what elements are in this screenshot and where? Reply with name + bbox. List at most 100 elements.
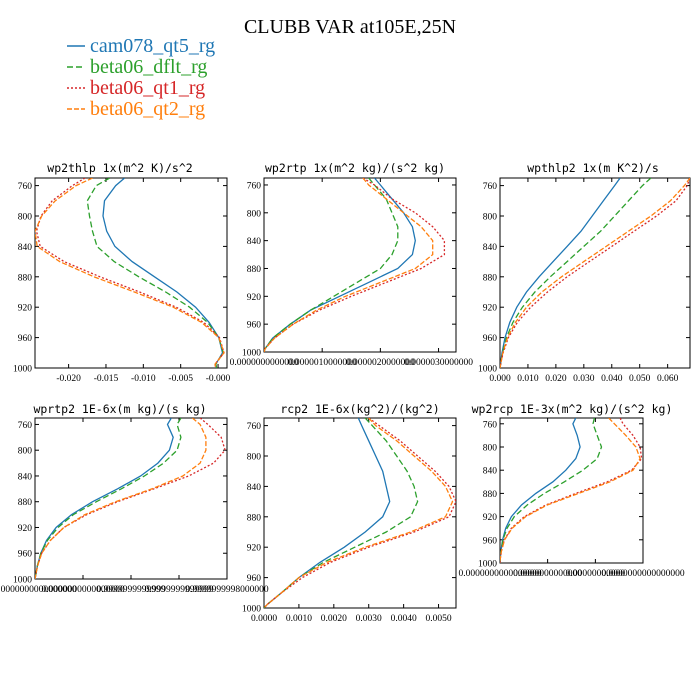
series-line-beta06-dflt-rg	[264, 178, 399, 352]
y-tick-label: 840	[247, 483, 262, 493]
y-tick-label: 920	[18, 524, 33, 534]
series-line-beta06-qt1-rg	[264, 178, 446, 352]
x-tick-label: 0.000	[489, 374, 511, 384]
legend-label: cam078_qt5_rg	[90, 35, 215, 57]
x-tick-label: 0.9999999999999	[145, 585, 214, 595]
y-tick-label: 1000	[13, 365, 32, 375]
x-tick-label: 0.0000000000000	[513, 569, 582, 579]
plot-frame	[263, 177, 457, 353]
x-tick-label: 0.0000	[251, 614, 277, 624]
y-tick-label: 920	[18, 304, 33, 314]
y-tick-label: 920	[247, 544, 262, 554]
plot-frame	[499, 177, 691, 369]
y-tick-label: 960	[18, 550, 33, 560]
x-tick-label: 0.9999999998000000	[185, 585, 268, 595]
series-line-beta06-qt2-rg	[35, 418, 207, 579]
y-tick-label: 1000	[242, 605, 261, 615]
x-tick-label: -0.000	[206, 374, 231, 384]
panel-title: wp2rtp 1x(m^2 kg)/(s^2 kg)	[265, 161, 445, 175]
x-tick-label: 0.0000020000000	[346, 358, 415, 368]
x-tick-label: 0.0050	[425, 614, 451, 624]
x-tick-label: 0.0000000000000000	[41, 585, 124, 595]
x-tick-label: 0.9999999999999	[97, 585, 166, 595]
y-tick-label: 800	[483, 213, 498, 223]
series-line-beta06-qt1-rg	[500, 178, 690, 368]
series-line-cam078-qt5-rg	[500, 178, 621, 368]
y-tick-label: 1000	[242, 349, 261, 359]
series-line-beta06-dflt-rg	[500, 178, 652, 368]
x-tick-label: -0.020	[56, 374, 81, 384]
y-tick-label: 920	[483, 304, 498, 314]
x-tick-label: 0.060	[657, 374, 679, 384]
y-tick-label: 960	[247, 574, 262, 584]
y-tick-label: 960	[483, 536, 498, 546]
chart-panel: wp2rcp 1E-3x(m^2 kg)/(s^2 kg) 760 800 840 88…	[458, 402, 684, 579]
panel-title: wp2rcp 1E-3x(m^2 kg)/(s^2 kg)	[472, 402, 673, 416]
x-tick-label: 0.050	[629, 374, 651, 384]
series-line-beta06-dflt-rg	[35, 418, 182, 579]
y-tick-label: 1000	[478, 365, 497, 375]
legend-label: beta06_qt1_rg	[90, 77, 205, 99]
series-line-beta06-qt2-rg	[500, 178, 690, 368]
series-line-beta06-dflt-rg	[264, 418, 419, 608]
chart-panel: wp2rtp 1x(m^2 kg)/(s^2 kg)760 800 840 880 92…	[230, 161, 474, 368]
y-tick-label: 760	[18, 182, 33, 192]
y-tick-label: 760	[247, 181, 262, 191]
series-line-cam078-qt5-rg	[264, 418, 391, 608]
plot-frame	[34, 417, 228, 580]
y-tick-label: 760	[18, 421, 33, 431]
y-tick-label: 960	[18, 334, 33, 344]
y-tick-label: 800	[247, 209, 262, 219]
y-tick-label: 920	[483, 513, 498, 523]
chart-panel: rcp2 1E-6x(kg^2)/(kg^2) 760 800 840 880 920 96…	[242, 402, 457, 624]
legend-entry: cam078_qt5_rg	[67, 35, 215, 57]
plot-frame	[34, 177, 228, 369]
legend: cam078_qt5_rgbeta06_dflt_rgbeta06_qt1_rg…	[67, 35, 215, 120]
panel-title: wpthlp2 1x(m K^2)/s	[527, 161, 659, 175]
y-tick-label: 1000	[478, 560, 497, 570]
chart-panel: wp2thlp 1x(m^2 K)/s^2 760 800 840 880 920 960 1…	[13, 161, 231, 384]
y-tick-label: 880	[247, 513, 262, 523]
x-tick-label: 0.010	[517, 374, 539, 384]
x-tick-label: 0.00000000000	[566, 569, 626, 579]
y-tick-label: 960	[247, 321, 262, 331]
x-tick-label: -0.005	[168, 374, 193, 384]
x-tick-label: 0.0000000000000000	[601, 569, 684, 579]
legend-entry: beta06_qt2_rg	[67, 98, 205, 120]
y-tick-label: 880	[483, 490, 498, 500]
panel-title: wprtp2 1E-6x(m kg)/(s kg)	[33, 402, 206, 416]
y-tick-label: 760	[247, 422, 262, 432]
legend-entry: beta06_qt1_rg	[67, 77, 205, 99]
x-tick-label: 0.0020	[321, 614, 347, 624]
x-tick-label: 0.0000010000000	[288, 358, 357, 368]
y-tick-label: 760	[483, 420, 498, 430]
panel-title: wp2thlp 1x(m^2 K)/s^2	[47, 161, 192, 175]
y-tick-label: 960	[483, 334, 498, 344]
y-tick-label: 880	[18, 273, 33, 283]
x-tick-label: 0.0030	[356, 614, 382, 624]
x-tick-label: 0.030	[573, 374, 595, 384]
y-tick-label: 880	[18, 498, 33, 508]
series-line-beta06-qt2-rg	[35, 178, 225, 368]
x-tick-label: 0.040	[601, 374, 623, 384]
series-line-beta06-dflt-rg	[500, 418, 603, 563]
legend-entry: beta06_dflt_rg	[67, 56, 207, 78]
series-line-beta06-qt1-rg	[35, 178, 225, 368]
x-tick-label: 0.0000000000000000	[458, 569, 541, 579]
series-line-beta06-qt1-rg	[500, 418, 643, 563]
y-tick-label: 840	[18, 472, 33, 482]
series-line-beta06-qt2-rg	[264, 178, 434, 352]
y-tick-label: 760	[483, 182, 498, 192]
x-tick-label: 0.0000000000000	[230, 358, 299, 368]
panel-title: rcp2 1E-6x(kg^2)/(kg^2)	[280, 402, 439, 416]
y-tick-label: 840	[247, 237, 262, 247]
y-tick-label: 920	[247, 293, 262, 303]
legend-label: beta06_qt2_rg	[90, 98, 205, 120]
y-tick-label: 800	[483, 444, 498, 454]
y-tick-label: 880	[247, 265, 262, 275]
plot-frame	[263, 417, 457, 609]
y-tick-label: 800	[18, 447, 33, 457]
series-line-cam078-qt5-rg	[500, 418, 581, 563]
